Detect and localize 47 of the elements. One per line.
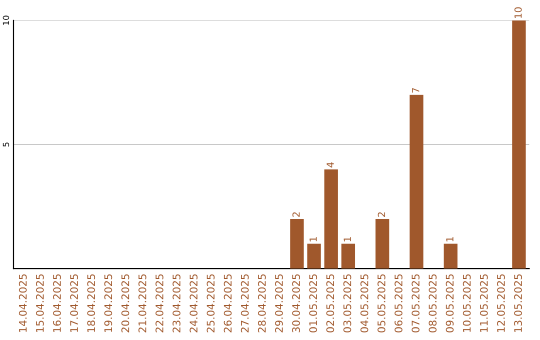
- bar: [444, 244, 458, 269]
- y-tick-label: 5: [2, 142, 10, 147]
- bar: [307, 244, 321, 269]
- x-tick-label: 28.04.2025: [258, 274, 266, 332]
- x-tick-label: 25.04.2025: [206, 274, 215, 332]
- x-tick-label: 10.05.2025: [462, 274, 471, 332]
- bar: [376, 218, 390, 269]
- x-tick-label: 27.04.2025: [240, 274, 249, 332]
- bar: [410, 94, 424, 269]
- bar: [324, 169, 338, 269]
- data-label: 10: [514, 7, 522, 18]
- bar: [341, 244, 356, 269]
- x-tick-label: 29.04.2025: [275, 274, 283, 332]
- data-label: 1: [310, 237, 317, 242]
- x-tick-label: 19.04.2025: [104, 274, 112, 332]
- x-tick-label: 13.05.2025: [514, 274, 522, 332]
- bar: [512, 20, 526, 269]
- data-label: 7: [412, 88, 420, 93]
- x-tick-label: 04.05.2025: [360, 274, 368, 332]
- x-tick-label: 01.05.2025: [309, 274, 318, 332]
- x-tick-label: 08.05.2025: [428, 274, 437, 332]
- x-tick-label: 07.05.2025: [412, 274, 420, 332]
- x-tick-label: 17.04.2025: [70, 274, 78, 332]
- bar: [290, 218, 304, 269]
- x-tick-label: 24.04.2025: [190, 274, 198, 332]
- x-tick-label: 15.04.2025: [36, 274, 44, 332]
- data-label: 4: [326, 162, 334, 168]
- data-label: 1: [446, 237, 454, 242]
- x-tick-label: 30.04.2025: [292, 274, 300, 332]
- x-tick-label: 14.04.2025: [18, 274, 27, 332]
- x-tick-label: 11.05.2025: [480, 274, 488, 332]
- data-label: 2: [292, 212, 300, 217]
- x-tick-label: 21.04.2025: [138, 274, 146, 332]
- x-tick-label: 22.04.2025: [156, 274, 164, 332]
- x-tick-label: 23.04.2025: [172, 274, 180, 332]
- x-tick-label: 02.05.2025: [326, 274, 334, 332]
- x-tick-label: 20.04.2025: [121, 274, 130, 332]
- x-tick-label: 09.05.2025: [446, 274, 454, 332]
- x-tick-label: 03.05.2025: [343, 274, 352, 332]
- x-tick-label: 12.05.2025: [497, 274, 505, 332]
- x-tick-label: 26.04.2025: [224, 274, 232, 332]
- x-tick-label: 06.05.2025: [394, 274, 402, 332]
- data-label: 2: [378, 212, 386, 217]
- x-tick-label: 05.05.2025: [377, 274, 386, 332]
- x-tick-label: 18.04.2025: [87, 274, 96, 332]
- data-label: 1: [344, 237, 351, 242]
- x-tick-label: 16.04.2025: [53, 274, 61, 332]
